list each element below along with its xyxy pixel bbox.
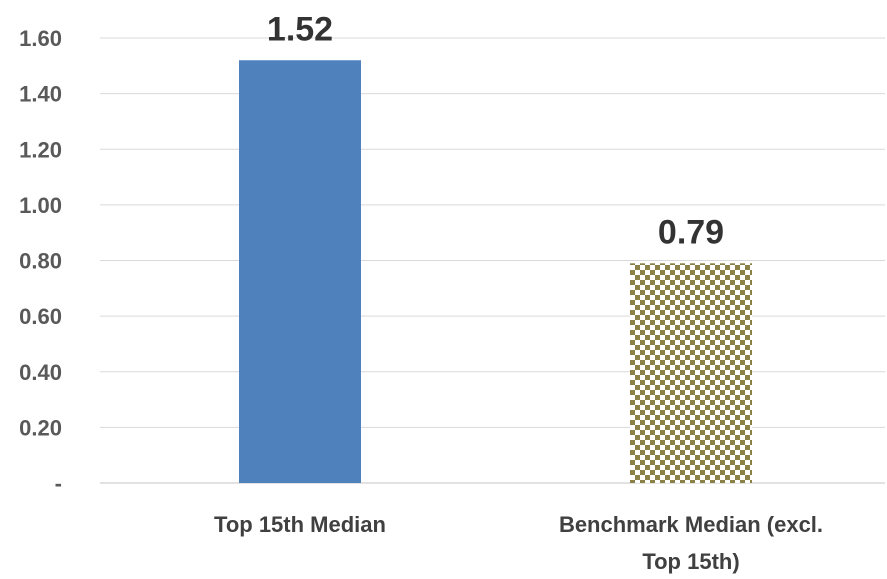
y-tick-label: 1.20 [19,137,62,162]
bar-benchmark-median [630,263,752,483]
category-label: Top 15th Median [214,512,386,537]
data-label: 1.52 [267,10,333,48]
y-tick-label: 0.20 [19,415,62,440]
y-tick-label: 0.40 [19,360,62,385]
x-axis-category-labels: Top 15th Median Benchmark Median (excl. To… [214,512,823,574]
y-tick-label: - [55,471,62,496]
category-label: Benchmark Median (excl. [559,512,823,537]
y-tick-label: 0.80 [19,249,62,274]
gridlines [100,37,885,484]
data-label: 0.79 [658,213,724,251]
y-tick-label: 1.00 [19,193,62,218]
data-labels: 1.52 0.79 [267,10,724,251]
category-label: Top 15th) [642,549,739,574]
y-axis-tick-labels: - 0.20 0.40 0.60 0.80 1.00 1.20 1.40 1.60 [19,26,62,496]
bars [239,60,752,483]
bar-top-15th-median [239,60,361,483]
y-tick-label: 1.40 [19,82,62,107]
y-tick-label: 1.60 [19,26,62,51]
y-tick-label: 0.60 [19,304,62,329]
